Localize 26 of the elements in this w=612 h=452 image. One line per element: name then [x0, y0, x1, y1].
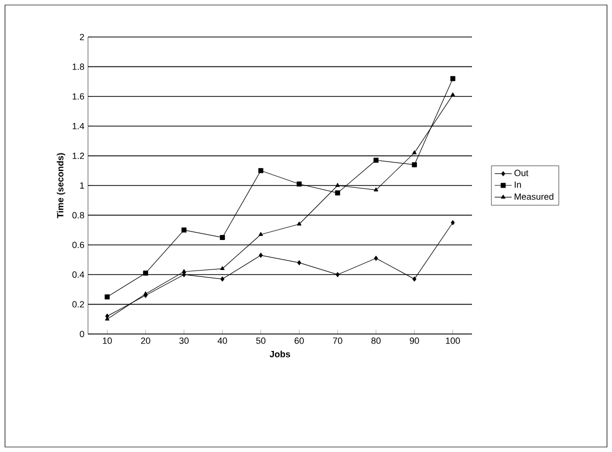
x-axis-title: Jobs [270, 350, 290, 358]
x-tick-label: 70 [333, 338, 342, 344]
x-tick-label: 90 [410, 338, 420, 344]
legend-label: Out [514, 170, 528, 176]
y-tick-label: 0.4 [72, 271, 84, 278]
y-tick-label: 0.2 [72, 301, 84, 308]
y-tick-label: 1.8 [72, 64, 84, 70]
x-tick-label: 60 [294, 338, 304, 344]
x-tick-label: 80 [371, 338, 381, 344]
y-axis-title: Time (seconds) [56, 153, 66, 218]
y-tick-label: 1.2 [72, 152, 84, 159]
x-tick-label: 10 [102, 338, 112, 344]
x-tick-label: 40 [218, 338, 228, 344]
y-tick-label: 0.8 [72, 212, 84, 218]
x-tick-label: 100 [446, 338, 460, 344]
y-tick-label: 0 [80, 330, 84, 338]
x-tick-label: 20 [141, 338, 150, 344]
x-tick-label: 30 [179, 338, 189, 344]
x-tick-label: 50 [256, 338, 266, 344]
y-tick-label: 0.6 [72, 242, 84, 248]
legend-label: In [514, 182, 521, 188]
legend-label: Measured [514, 193, 554, 200]
y-tick-label: 1 [80, 182, 84, 189]
y-tick-label: 1.6 [72, 93, 84, 100]
y-tick-label: 2 [80, 34, 84, 40]
y-tick-label: 1.4 [72, 123, 84, 130]
